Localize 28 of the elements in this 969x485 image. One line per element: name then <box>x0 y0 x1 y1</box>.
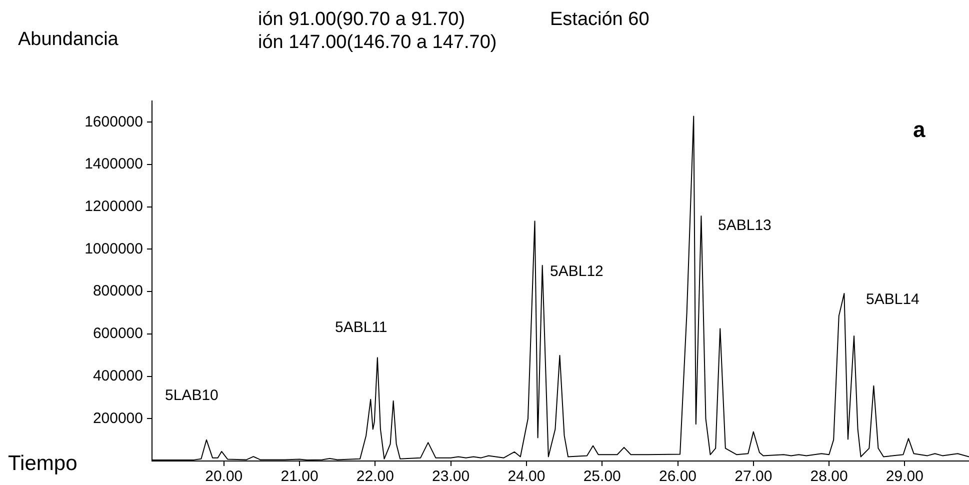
x-tick-label: 21.00 <box>280 468 318 485</box>
y-tick-label: 1600000 <box>84 113 143 130</box>
y-tick-label: 400000 <box>92 367 143 384</box>
x-tick-label: 24.00 <box>508 468 546 485</box>
y-tick-label: 1000000 <box>84 240 143 258</box>
chart-title: ión 91.00(90.70 a 91.70) ión 147.00(146.70 a 147.70) <box>258 8 497 54</box>
y-axis-title: Abundancia <box>18 28 118 51</box>
x-tick-label: 22.00 <box>356 468 394 485</box>
y-tick-label: 800000 <box>92 282 143 300</box>
annotation: 5ABL14 <box>866 291 920 309</box>
chart-subtitle: Estación 60 <box>550 8 650 31</box>
annotation: a <box>913 117 926 142</box>
annotation: 5LAB10 <box>165 387 218 405</box>
x-tick-label: 25.00 <box>583 468 621 485</box>
y-tick-label: 1200000 <box>84 198 143 216</box>
x-tick-label: 26.00 <box>658 468 697 485</box>
x-tick-label: 28.00 <box>810 468 848 485</box>
y-tick-label: 600000 <box>92 325 143 342</box>
x-tick-label: 20.00 <box>205 468 243 485</box>
y-tick-label: 200000 <box>92 410 143 427</box>
x-tick-label: 23.00 <box>432 468 470 485</box>
annotation: 5ABL13 <box>718 217 772 235</box>
y-tick-label: 1400000 <box>84 156 143 173</box>
x-tick-label: 27.00 <box>734 468 772 485</box>
annotation: 5ABL11 <box>335 319 388 337</box>
annotation: 5ABL12 <box>550 263 604 281</box>
x-tick-label: 29.00 <box>886 468 924 485</box>
x-axis-title: Tiempo <box>8 452 78 475</box>
